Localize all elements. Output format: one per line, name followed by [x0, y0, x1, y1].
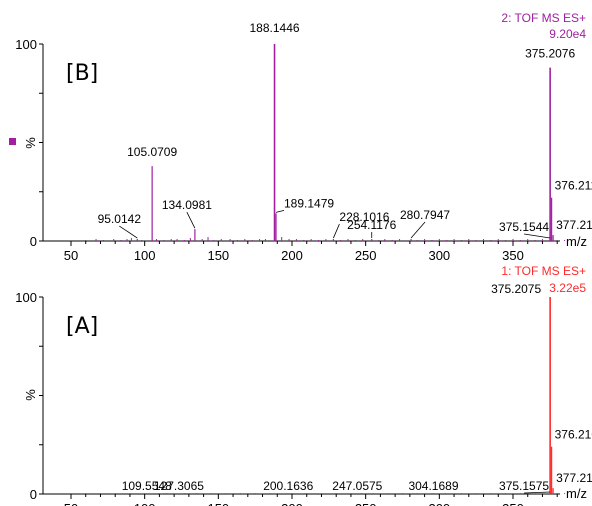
x-tick-label: 150 — [207, 248, 229, 263]
peak-label: 375.1575 — [499, 479, 549, 493]
peak-labels: 95.0142 105.0709 134.0981 188.1446 189.1479 2… — [98, 21, 592, 239]
spectrum-panel-b: [B] 2: TOF MS ES+ 9.20e4 % m/z 0 100 50 100… — [9, 11, 592, 263]
peak-label: 375.1544 — [499, 220, 549, 234]
x-tick-label: 200 — [281, 501, 303, 506]
peak-label: 95.0142 — [98, 212, 142, 226]
minor-peaks — [85, 493, 566, 494]
panel-label: [A] — [66, 314, 98, 339]
peak-label: 247.0575 — [332, 479, 382, 493]
peak-label-leader — [186, 212, 196, 229]
trace-title: 1: TOF MS ES+ — [501, 264, 586, 278]
peak-label: 200.1636 — [263, 479, 313, 493]
x-tick-label: 100 — [134, 248, 156, 263]
axis-ticks: 0 100 50 100 150 200 250 300 350 — [15, 37, 558, 263]
peak-bars — [158, 297, 554, 494]
y-axis-label: % — [23, 137, 38, 149]
x-tick-label: 350 — [502, 501, 524, 506]
peak-label: 375.2076 — [525, 47, 575, 61]
peak-label: 376.2108 — [555, 428, 592, 442]
y-tick-label: 100 — [15, 290, 37, 305]
peak-label: 188.1446 — [250, 21, 300, 35]
x-tick-label: 300 — [428, 248, 450, 263]
axis-ticks: 0 100 50 100 150 200 250 300 350 — [15, 290, 558, 506]
y-tick-label: 0 — [30, 234, 37, 249]
x-axis-label: m/z — [566, 234, 587, 249]
x-tick-label: 50 — [64, 248, 78, 263]
spectrum-panel-a: [A] 1: TOF MS ES+ 3.22e5 % m/z 0 100 50 100… — [15, 264, 592, 506]
peak-label: 280.7947 — [400, 208, 450, 222]
peak-label-leader — [410, 221, 426, 239]
peak-label: 105.0709 — [127, 145, 177, 159]
series-marker-icon — [9, 138, 16, 145]
peak-label: 189.1479 — [284, 196, 334, 210]
y-axis-label: % — [23, 389, 38, 401]
minor-peaks — [85, 237, 566, 241]
x-tick-label: 50 — [64, 501, 78, 506]
x-tick-label: 300 — [428, 501, 450, 506]
x-tick-label: 100 — [134, 501, 156, 506]
peak-label-leader — [524, 491, 551, 494]
peak-label: 228.1016 — [339, 210, 389, 224]
trace-intensity: 9.20e4 — [549, 27, 586, 41]
trace-intensity: 3.22e5 — [549, 281, 586, 295]
peak-label-leader — [523, 233, 551, 239]
panel-label: [B] — [66, 61, 98, 86]
peak-label: 375.2075 — [491, 282, 541, 296]
peak-bars — [136, 44, 554, 241]
peak-label-leader — [119, 225, 138, 239]
x-tick-label: 250 — [355, 248, 377, 263]
peak-label: 254.1176 — [347, 218, 396, 232]
x-axis-label: m/z — [566, 486, 587, 501]
peak-label: 127.3065 — [154, 479, 204, 493]
y-tick-label: 100 — [15, 37, 37, 52]
peak-label-leader — [333, 223, 340, 239]
x-tick-label: 350 — [502, 248, 524, 263]
x-tick-label: 250 — [355, 501, 377, 506]
trace-title: 2: TOF MS ES+ — [501, 11, 586, 25]
peak-label: 304.1689 — [408, 479, 458, 493]
peak-label: 377.2167 — [556, 218, 592, 232]
peak-label: 376.2111 — [555, 179, 592, 193]
x-tick-label: 150 — [207, 501, 229, 506]
peak-label-leader — [275, 210, 285, 213]
peak-label: 134.0981 — [162, 198, 212, 212]
x-tick-label: 200 — [281, 248, 303, 263]
peak-label: 109.5548 — [122, 479, 172, 493]
y-tick-label: 0 — [30, 487, 37, 502]
